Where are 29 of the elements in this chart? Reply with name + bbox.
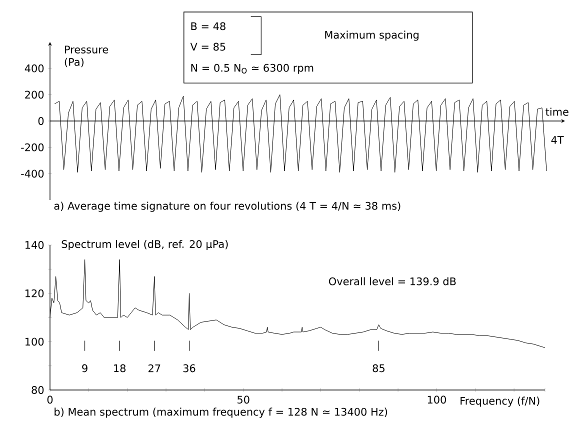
annotation: 9 bbox=[82, 364, 88, 372]
text: Maximum spacing bbox=[325, 30, 418, 41]
y-tick-label: 140 bbox=[25, 241, 44, 249]
annotation: 85 bbox=[372, 364, 384, 372]
x-tick-label: 100 bbox=[428, 396, 446, 404]
x-axis-title: Frequency (f/N) bbox=[460, 396, 540, 407]
y-tick-label: 400 bbox=[24, 64, 44, 72]
text: B = 48 bbox=[191, 22, 226, 30]
y-tick-label: 200 bbox=[25, 90, 44, 99]
text: b) Mean spectrum (maximum frequency f = 128 N ≃ 13400 Hz) bbox=[54, 408, 388, 418]
annotation: 36 bbox=[183, 364, 196, 372]
annotation: N = 0.5 N$_{O}$ ≃ 6300 rpm bbox=[191, 64, 314, 74]
y-tick-label: 0 bbox=[38, 117, 44, 125]
annotation: Overall level = 139.9 dB bbox=[328, 277, 456, 286]
annotation: 27 bbox=[148, 364, 160, 372]
y-tick-label: 80 bbox=[32, 386, 44, 394]
y-tick-label: 120 bbox=[25, 289, 44, 298]
x-axis-title: time bbox=[546, 108, 568, 116]
y-tick-label: 100 bbox=[25, 338, 44, 346]
x-tick-label: 50 bbox=[238, 396, 250, 404]
y-tick-label: -400 bbox=[21, 170, 44, 178]
text: a) Average time signature on four revolutions (4 T = 4/N ≃ 38 ms) bbox=[54, 202, 400, 212]
y-axis-title: Spectrum level (dB, ref. 20 µPa) bbox=[62, 240, 228, 250]
annotation: 18 bbox=[114, 364, 126, 372]
x-tick-label: 0 bbox=[47, 396, 53, 404]
y-axis-title: Pressure (Pa) bbox=[64, 46, 108, 68]
y-tick-label: -200 bbox=[21, 143, 44, 152]
text: 4T bbox=[551, 136, 564, 144]
annotation: V = 85 bbox=[190, 42, 226, 51]
